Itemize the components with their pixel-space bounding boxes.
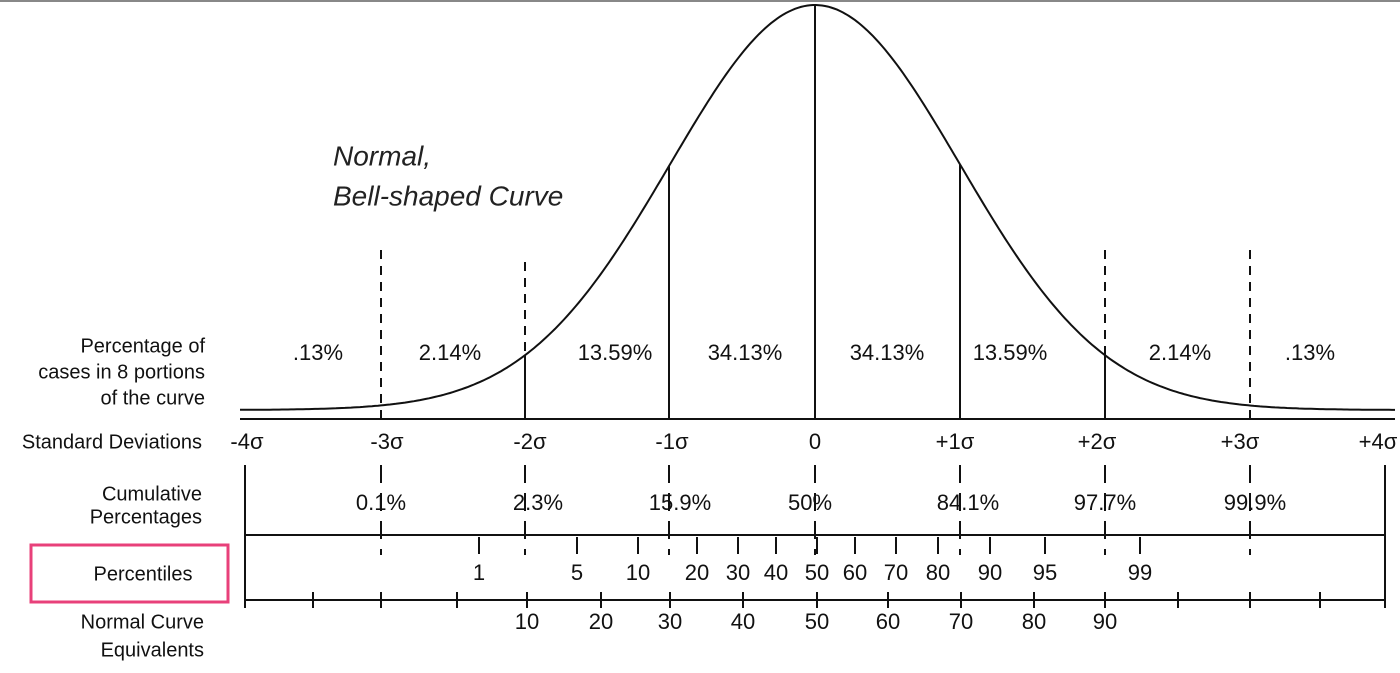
nce-label: 10 (515, 609, 539, 634)
cumulative-label: 97.7% (1074, 490, 1136, 515)
row-label: Standard Deviations (22, 431, 202, 453)
percentile-label: 70 (884, 560, 908, 585)
percentile-label: 99 (1128, 560, 1152, 585)
percentile-label: 5 (571, 560, 583, 585)
portion-label: 34.13% (708, 340, 783, 365)
portion-label: .13% (1285, 340, 1335, 365)
cumulative-label: 50% (788, 490, 832, 515)
sigma-label: +3σ (1221, 429, 1260, 454)
bell-curve (240, 4, 1395, 411)
sigma-label: -2σ (513, 429, 547, 454)
sigma-label: +2σ (1078, 429, 1117, 454)
percentile-label: 30 (726, 560, 750, 585)
nce-label: 40 (731, 609, 755, 634)
nce-label: 80 (1022, 609, 1046, 634)
nce-label: 20 (589, 609, 613, 634)
highlight-box (29, 543, 230, 604)
row-label: Normal Curve (81, 611, 204, 633)
portion-label: 2.14% (1149, 340, 1211, 365)
cumulative-label: 0.1% (356, 490, 406, 515)
title-line: Bell-shaped Curve (333, 180, 563, 211)
sigma-label: +1σ (936, 429, 975, 454)
nce-label: 30 (658, 609, 682, 634)
portion-label: 2.14% (419, 340, 481, 365)
sigma-label: +4σ (1359, 429, 1398, 454)
percentile-label: 40 (764, 560, 788, 585)
sigma-label: -4σ (230, 429, 264, 454)
sigma-label: -1σ (655, 429, 689, 454)
portion-label: .13% (293, 340, 343, 365)
row-label: of the curve (100, 387, 205, 409)
percentile-label: 1 (473, 560, 485, 585)
percentile-label: 60 (843, 560, 867, 585)
portion-label: 34.13% (850, 340, 925, 365)
row-label: Equivalents (101, 639, 204, 661)
percentile-label: 95 (1033, 560, 1057, 585)
row-label: Percentage of (80, 335, 205, 357)
title-line: Normal, (333, 140, 431, 171)
nce-label: 90 (1093, 609, 1117, 634)
cumulative-label: 99.9% (1224, 490, 1286, 515)
percentile-label: 50 (805, 560, 829, 585)
percentile-label: 20 (685, 560, 709, 585)
row-label: Cumulative (102, 483, 202, 505)
row-label: Percentages (90, 506, 202, 528)
portion-label: 13.59% (578, 340, 653, 365)
percentile-label: 90 (978, 560, 1002, 585)
nce-label: 60 (876, 609, 900, 634)
percentile-label: 80 (926, 560, 950, 585)
cumulative-label: 84.1% (937, 490, 999, 515)
percentile-label: 10 (626, 560, 650, 585)
nce-label: 70 (949, 609, 973, 634)
cumulative-label: 2.3% (513, 490, 563, 515)
cumulative-label: 15.9% (649, 490, 711, 515)
nce-label: 50 (805, 609, 829, 634)
row-label: cases in 8 portions (38, 361, 205, 383)
sigma-label: 0 (809, 429, 821, 454)
sigma-label: -3σ (370, 429, 404, 454)
portion-label: 13.59% (973, 340, 1048, 365)
row-label: Percentiles (94, 563, 193, 585)
